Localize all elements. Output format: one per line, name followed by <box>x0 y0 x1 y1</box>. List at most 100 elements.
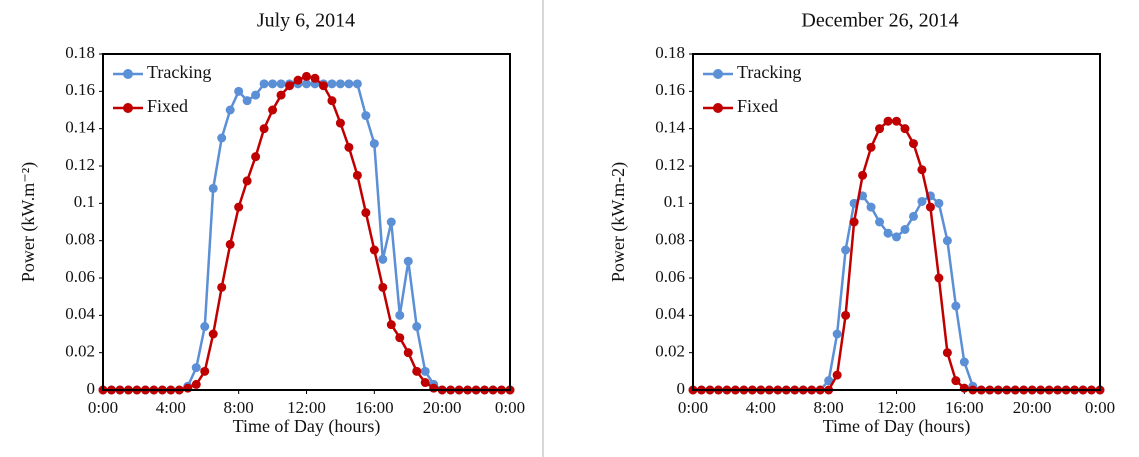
series-line <box>103 75 510 392</box>
data-point <box>832 370 842 380</box>
x-tick-label: 0:00 <box>495 398 525 417</box>
data-point <box>183 383 193 393</box>
data-point <box>208 183 218 193</box>
x-tick-label: 0:00 <box>88 398 118 417</box>
data-point <box>344 142 354 152</box>
data-point <box>395 333 405 343</box>
y-tick-label: 0.06 <box>655 267 685 286</box>
data-point <box>208 329 218 339</box>
y-tick-label: 0.04 <box>65 304 95 323</box>
data-point <box>191 379 201 389</box>
legend-marker <box>713 103 723 113</box>
data-point <box>276 90 286 100</box>
y-tick-label: 0.06 <box>65 267 95 286</box>
data-point <box>310 73 320 83</box>
data-point <box>234 202 244 212</box>
data-point <box>327 96 337 106</box>
y-tick-label: 0.02 <box>65 342 95 361</box>
data-point <box>225 239 235 249</box>
series-line <box>103 82 510 392</box>
data-point <box>925 202 935 212</box>
legend-label: Tracking <box>737 62 801 82</box>
data-point <box>959 383 969 393</box>
data-point <box>892 232 901 242</box>
legend-marker <box>713 69 723 79</box>
data-point <box>378 282 388 292</box>
data-point <box>420 378 430 388</box>
legend-label: Fixed <box>147 96 188 116</box>
data-point <box>335 79 345 89</box>
chart-title: July 6, 2014 <box>257 10 355 32</box>
data-point <box>942 236 952 246</box>
plot-frame <box>692 53 1101 391</box>
data-point <box>883 116 893 126</box>
x-axis-label: Time of Day (hours) <box>233 416 381 437</box>
x-tick-label: 12:00 <box>877 398 916 417</box>
data-point <box>841 245 851 255</box>
y-tick-label: 0.12 <box>655 155 685 174</box>
data-point <box>242 176 252 186</box>
data-point <box>369 245 379 255</box>
x-tick-label: 16:00 <box>945 398 984 417</box>
data-point <box>841 310 851 320</box>
data-point <box>412 322 422 332</box>
data-point <box>251 152 261 162</box>
series-line <box>693 119 1100 392</box>
x-tick-label: 20:00 <box>423 398 462 417</box>
data-point <box>429 383 439 393</box>
data-point <box>352 170 362 180</box>
y-tick-label: 0.16 <box>65 80 95 99</box>
data-point <box>369 139 379 149</box>
data-point <box>403 256 413 266</box>
data-point <box>849 217 859 227</box>
y-tick-label: 0.08 <box>65 230 95 249</box>
chart-title: December 26, 2014 <box>801 10 958 32</box>
data-point <box>200 366 210 376</box>
data-point <box>285 81 295 91</box>
y-tick-label: 0.04 <box>655 304 685 323</box>
data-point <box>875 217 885 227</box>
data-point <box>361 111 371 121</box>
x-tick-label: 16:00 <box>355 398 394 417</box>
y-tick-label: 0 <box>677 379 686 398</box>
data-point <box>934 273 944 283</box>
data-point <box>386 217 396 227</box>
legend-label: Tracking <box>147 62 211 82</box>
x-tick-label: 4:00 <box>746 398 776 417</box>
data-point <box>858 170 868 180</box>
y-tick-label: 0.18 <box>655 43 685 62</box>
data-point <box>361 208 371 218</box>
data-point <box>217 282 227 292</box>
y-axis-label: Power (kW.m-2) <box>608 162 629 282</box>
data-point <box>959 357 969 367</box>
data-point <box>908 139 918 149</box>
data-point <box>234 86 244 96</box>
data-point <box>225 105 235 115</box>
y-axis-label: Power (kW.m⁻²) <box>18 162 39 282</box>
data-point <box>908 211 918 221</box>
data-point <box>934 198 944 208</box>
y-tick-label: 0.16 <box>655 80 685 99</box>
data-point <box>942 348 952 358</box>
data-point <box>900 124 910 134</box>
data-point <box>268 79 278 89</box>
data-point <box>259 79 269 89</box>
plot-frame <box>102 53 511 391</box>
data-point <box>344 79 354 89</box>
data-point <box>386 320 396 330</box>
x-tick-label: 20:00 <box>1013 398 1052 417</box>
data-point <box>242 96 252 106</box>
data-point <box>420 366 430 376</box>
x-tick-label: 12:00 <box>287 398 326 417</box>
data-point <box>378 254 388 264</box>
data-point <box>395 310 405 320</box>
data-point <box>824 376 834 386</box>
x-tick-label: 0:00 <box>678 398 708 417</box>
legend-marker <box>123 69 133 79</box>
x-tick-label: 8:00 <box>224 398 254 417</box>
data-point <box>276 79 286 89</box>
legend-label: Fixed <box>737 96 778 116</box>
data-point <box>251 90 261 100</box>
y-tick-label: 0.18 <box>65 43 95 62</box>
